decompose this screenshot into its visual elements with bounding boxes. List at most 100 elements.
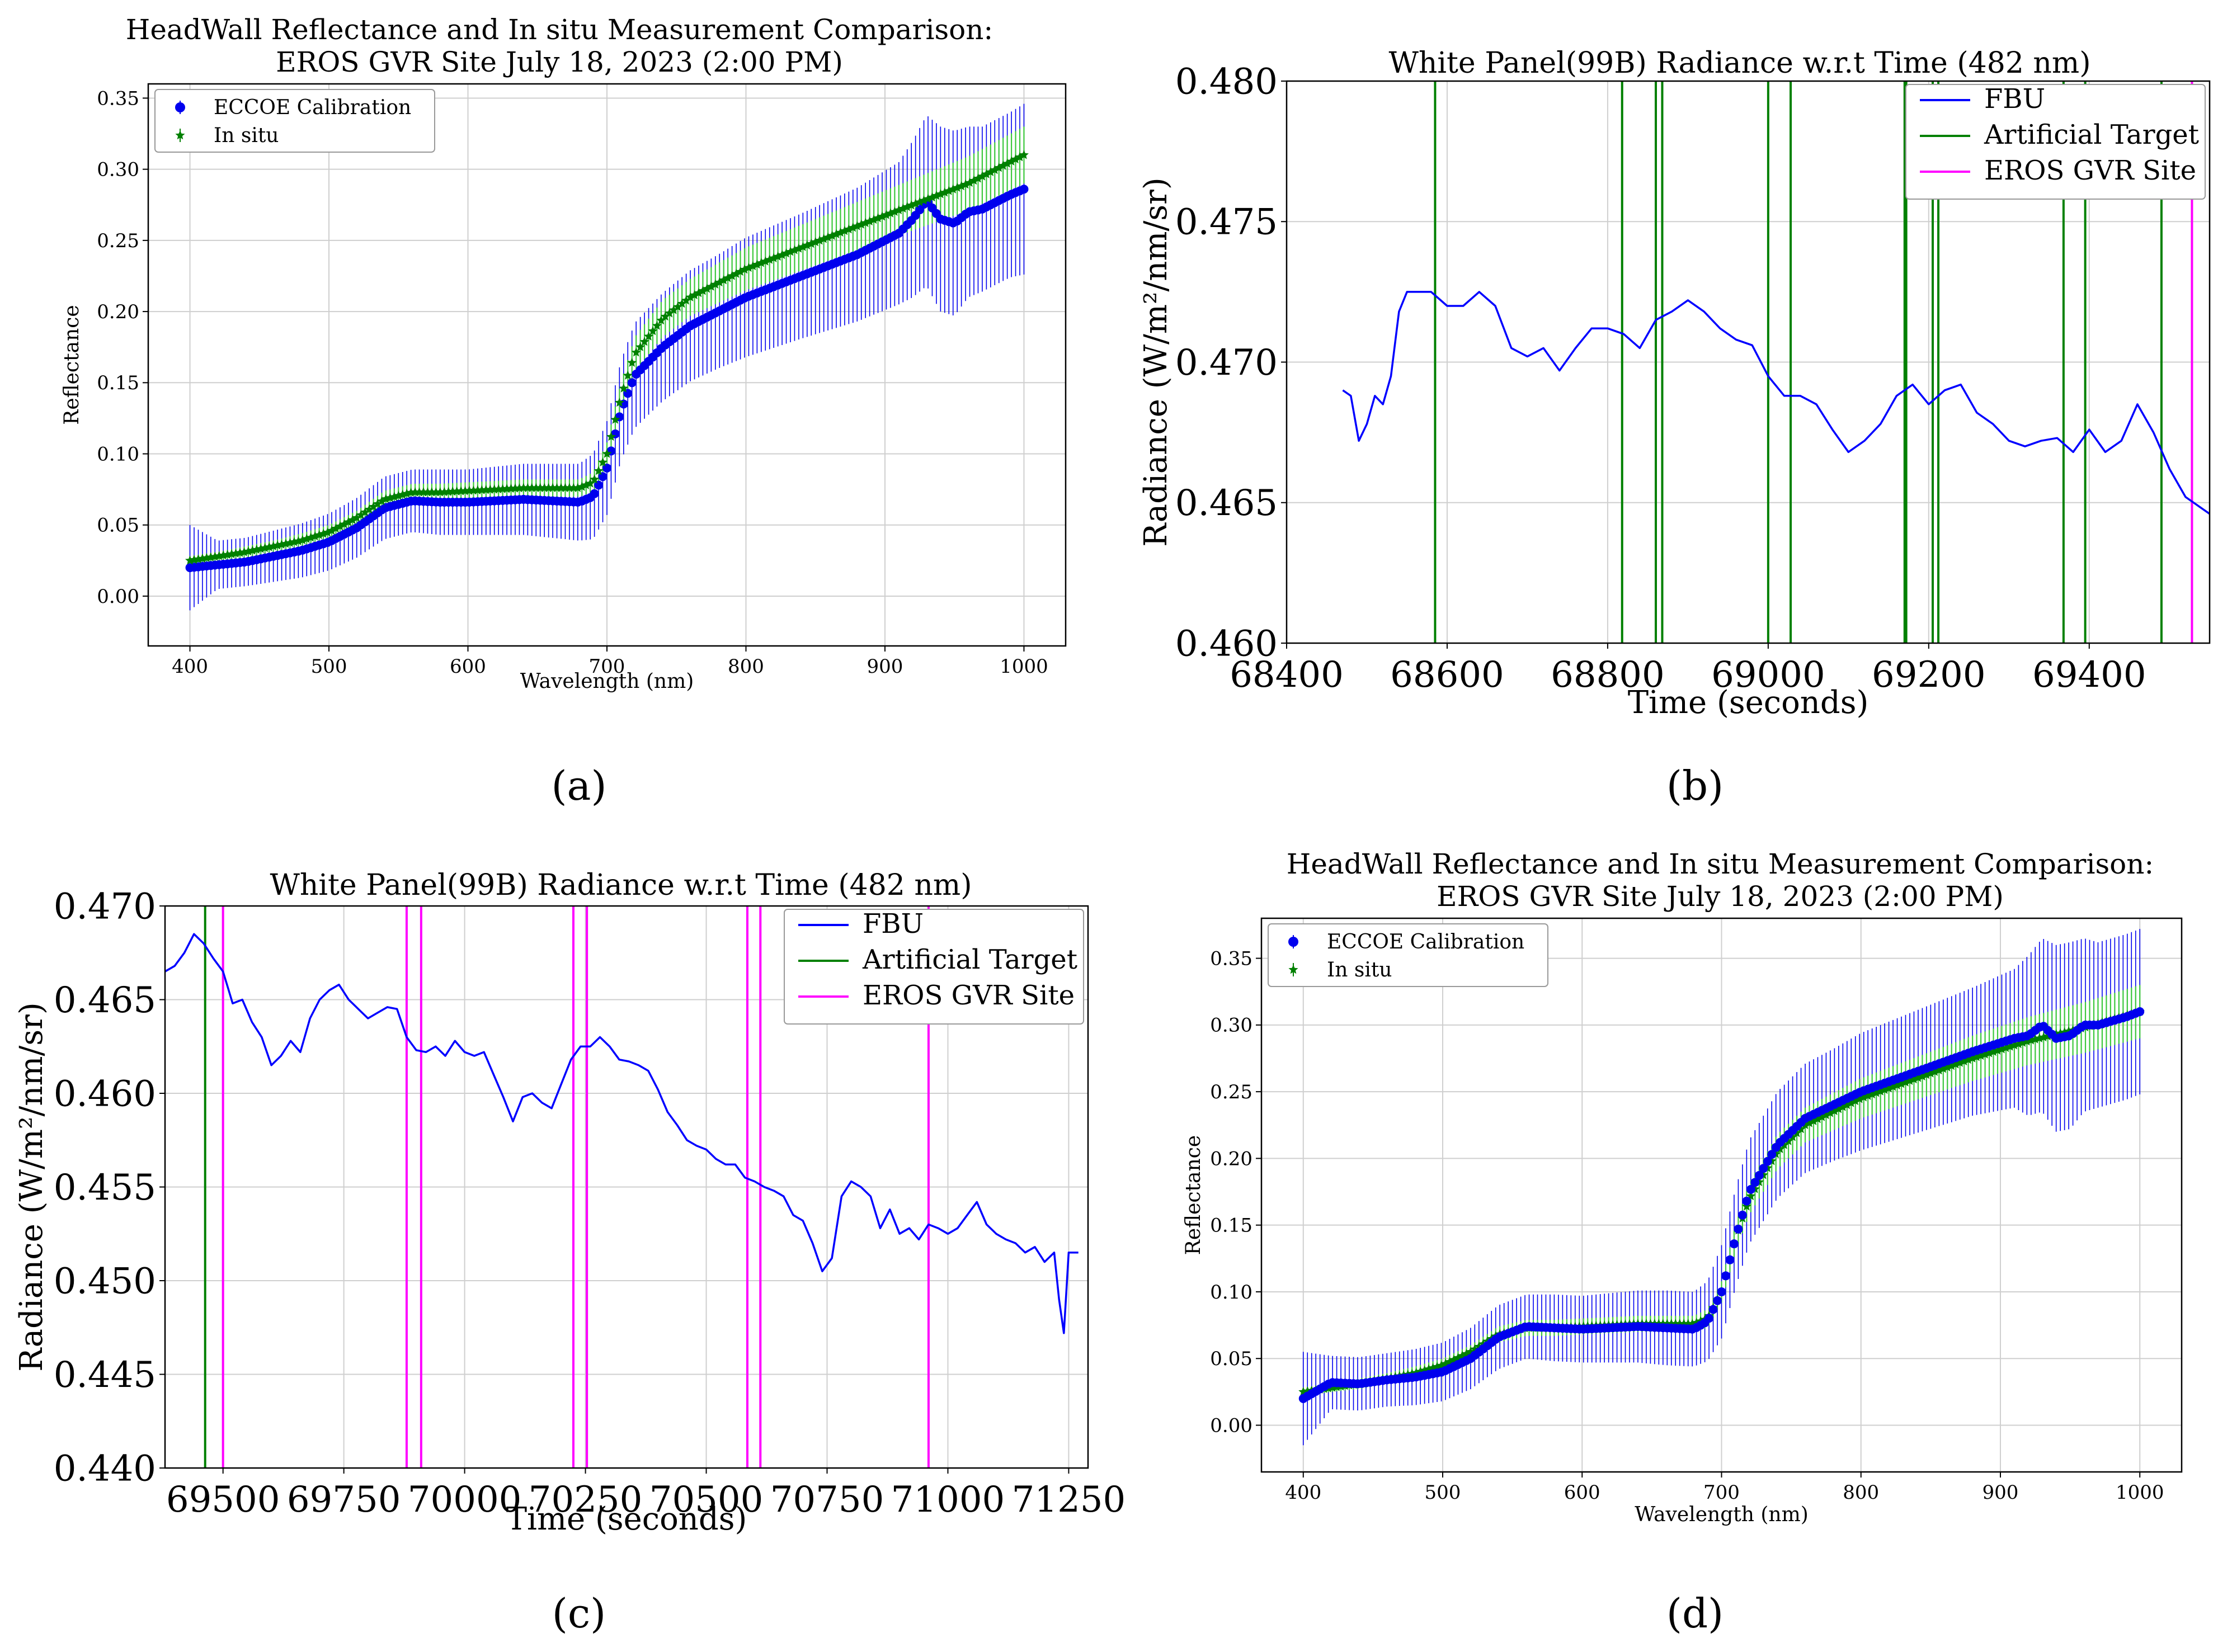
x-axis-label: Time (seconds): [1628, 685, 1869, 721]
insitu-points-point: [760, 256, 770, 266]
y-tick-label: 0.00: [97, 586, 139, 608]
y-tick-label: 0.20: [97, 301, 139, 323]
panel-c-title: White Panel(99B) Radiance w.r.t Time (48…: [270, 869, 972, 902]
insitu-points-point: [1938, 1064, 1948, 1073]
insitu-points-point: [1779, 1140, 1790, 1149]
insitu-points-point: [831, 229, 841, 238]
eccoe-points-point: [1767, 1150, 1777, 1159]
insitu-points-point: [923, 193, 933, 204]
legend: FBU Artificial Target EROS GVR Site: [1905, 83, 2206, 200]
insitu-points-point: [840, 226, 850, 235]
insitu-points-point: [969, 176, 979, 185]
insitu-points-point: [227, 549, 237, 559]
insitu-points-point: [644, 331, 654, 341]
insitu-points-point: [1976, 1050, 1986, 1060]
y-tick-label: 0.20: [1210, 1148, 1252, 1170]
insitu-points-point: [931, 191, 941, 200]
insitu-points-point: [823, 232, 833, 242]
insitu-points-point: [860, 218, 870, 227]
insitu-points-point: [335, 521, 345, 531]
insitu-points-point: [935, 189, 945, 199]
insitu-points-point: [827, 230, 837, 240]
y-tick-label: 0.15: [1210, 1215, 1252, 1237]
insitu-points-point: [702, 284, 712, 293]
insitu-points-point: [352, 513, 362, 522]
legend: ECCOE Calibration In situ: [154, 89, 435, 153]
insitu-points-point: [660, 311, 670, 321]
insitu-points-point: [835, 227, 845, 237]
insitu-points-point: [911, 199, 921, 208]
insitu-points-point: [710, 279, 721, 289]
insitu-points-point: [940, 187, 950, 197]
panel-a-subtitle: EROS GVR Site July 18, 2023 (2:00 PM): [276, 46, 843, 78]
y-tick-label: 0.05: [97, 515, 139, 537]
y-axis-label: Reflectance: [1182, 1135, 1205, 1255]
insitu-points-point: [665, 308, 675, 318]
insitu-points-point: [1788, 1132, 1798, 1141]
legend-artificial-target-label: Artificial Target: [1984, 119, 2199, 150]
insitu-points-point: [869, 215, 879, 224]
grid: [1261, 918, 2182, 1472]
x-tick-label: 600: [1564, 1481, 1600, 1504]
legend-fbu-label: FBU: [1984, 83, 2045, 115]
insitu-points-point: [894, 205, 904, 215]
insitu-points-point: [781, 248, 792, 258]
insitu-points-point: [1800, 1120, 1810, 1129]
insitu-points-point: [944, 186, 954, 195]
x-tick-label: 400: [1285, 1481, 1321, 1504]
eccoe-points-point: [1704, 1314, 1714, 1323]
insitu-points-point: [1741, 1201, 1751, 1211]
caption-c: (c): [552, 1590, 606, 1637]
x-tick-label: 71250: [1012, 1479, 1126, 1521]
x-tick-label: 69500: [166, 1479, 280, 1521]
panel-d-subtitle: EROS GVR Site July 18, 2023 (2:00 PM): [1437, 880, 2004, 913]
insitu-points-point: [1834, 1104, 1844, 1113]
x-tick-label: 1000: [2116, 1481, 2164, 1504]
insitu-points-point: [1002, 158, 1013, 168]
eccoe-points-point: [1750, 1178, 1760, 1187]
insitu-points-point: [919, 195, 929, 205]
y-tick-label: 0.30: [1210, 1014, 1252, 1037]
y-axis-label: Radiance (W/m²/nm/sr): [1138, 177, 1174, 546]
insitu-points-point: [648, 326, 658, 336]
plot-frame: [1260, 917, 2183, 1473]
y-tick-label: 0.470: [54, 886, 156, 927]
x-tick-label: 500: [1425, 1481, 1461, 1504]
insitu-points-point: [694, 288, 704, 298]
insitu-points-point: [1796, 1124, 1806, 1134]
y-tick-label: 0.470: [1175, 342, 1278, 384]
insitu-points-point: [356, 510, 366, 520]
eccoe-points-point: [627, 378, 637, 388]
insitu-points-point: [360, 507, 370, 517]
insitu-points-point: [590, 474, 600, 484]
x-tick-label: 70250: [529, 1479, 643, 1521]
insitu-points-point: [272, 540, 282, 550]
insitu-points-point: [752, 259, 762, 269]
insitu-points-point: [318, 528, 328, 538]
plot-frame: [147, 83, 1067, 647]
insitu-points-point: [581, 480, 591, 489]
x-tick-label: 68400: [1230, 654, 1344, 696]
y-tick-label: 0.455: [54, 1167, 156, 1209]
insitu-points-point: [915, 197, 925, 206]
insitu-points-point: [639, 337, 649, 346]
eccoe-points-point: [1759, 1164, 1768, 1173]
y-tick-label: 0.15: [97, 372, 139, 394]
insitu-points-point: [986, 167, 996, 176]
y-tick-label: 0.25: [1210, 1081, 1252, 1103]
x-tick-label: 69750: [287, 1479, 401, 1521]
y-tick-label: 0.465: [54, 980, 156, 1021]
eccoe-points-point: [1746, 1184, 1755, 1194]
insitu-points-point: [881, 210, 891, 219]
insitu-points-point: [635, 342, 646, 351]
insitu-points-point: [844, 224, 854, 234]
insitu-points-point: [973, 173, 983, 183]
x-tick-label: 700: [1703, 1481, 1740, 1504]
insitu-points-point: [1817, 1112, 1827, 1121]
legend-label-insitu: In situ: [1327, 959, 1392, 981]
insitu-points-point: [719, 275, 729, 285]
insitu-points-point: [856, 219, 867, 229]
y-tick-label: 0.475: [1175, 202, 1278, 243]
insitu-points-point: [677, 299, 687, 308]
insitu-points-point: [685, 292, 695, 301]
